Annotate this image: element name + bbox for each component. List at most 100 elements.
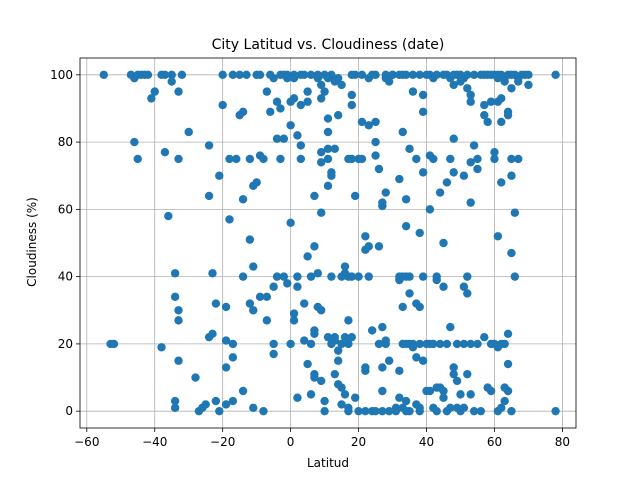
data-point (361, 232, 370, 241)
data-point (503, 386, 513, 396)
data-point (435, 339, 445, 349)
data-point (323, 114, 333, 123)
data-point (480, 332, 489, 342)
data-point (333, 346, 343, 355)
data-point (109, 339, 119, 349)
data-point (317, 158, 326, 167)
data-point (524, 70, 533, 80)
data-point (340, 262, 350, 271)
data-point (497, 94, 506, 103)
data-point (384, 406, 394, 416)
data-point (211, 396, 221, 406)
x-axis-label: Latitud (307, 456, 349, 470)
data-point (364, 272, 373, 281)
data-point (99, 70, 108, 80)
data-point (313, 70, 323, 80)
data-point (235, 70, 244, 80)
data-point (503, 359, 513, 369)
x-tick-label: −60 (74, 435, 99, 449)
data-point (446, 322, 455, 332)
data-point (323, 181, 333, 191)
data-point (327, 272, 336, 281)
data-point (408, 70, 418, 80)
data-point (333, 356, 343, 365)
data-point (317, 94, 326, 103)
data-point (378, 322, 387, 332)
data-point (215, 171, 224, 180)
data-point (466, 90, 475, 100)
data-point (167, 70, 176, 80)
data-point (303, 97, 312, 106)
y-tick-label: 60 (58, 202, 73, 216)
data-point (262, 316, 272, 325)
data-point (289, 73, 299, 83)
data-points (99, 70, 560, 416)
data-point (303, 359, 312, 369)
data-point (174, 154, 183, 164)
data-point (405, 272, 414, 281)
data-point (357, 154, 367, 164)
data-point (415, 70, 424, 80)
data-point (395, 393, 404, 402)
data-point (449, 80, 458, 90)
data-point (323, 127, 333, 137)
x-tick-label: 20 (351, 435, 366, 449)
data-point (473, 164, 482, 174)
data-point (391, 406, 401, 416)
data-point (425, 386, 435, 396)
data-point (432, 406, 441, 416)
data-point (483, 117, 492, 127)
data-point (228, 70, 238, 80)
data-point (435, 188, 445, 197)
data-point (449, 369, 458, 379)
data-point (388, 70, 397, 80)
data-point (364, 121, 373, 130)
data-point (208, 269, 217, 278)
data-point (395, 174, 404, 184)
data-point (466, 97, 475, 106)
data-point (170, 396, 180, 406)
data-point (289, 94, 299, 103)
data-point (160, 70, 170, 80)
data-point (449, 168, 458, 177)
data-point (276, 154, 285, 164)
data-point (255, 292, 265, 302)
data-point (463, 84, 472, 93)
data-point (330, 332, 339, 342)
data-point (283, 73, 292, 83)
data-point (374, 339, 384, 349)
data-point (398, 127, 407, 137)
data-point (306, 272, 316, 281)
data-point (350, 191, 360, 201)
data-point (466, 390, 475, 399)
data-point (286, 121, 295, 130)
data-point (269, 339, 278, 349)
data-point (174, 306, 183, 315)
data-point (293, 131, 302, 140)
data-point (449, 134, 458, 143)
x-tick-label: 80 (555, 435, 570, 449)
data-point (323, 154, 333, 164)
data-point (473, 154, 482, 164)
data-point (408, 343, 418, 352)
data-point (459, 282, 469, 291)
data-point (337, 400, 346, 409)
data-point (408, 87, 418, 96)
data-point (242, 70, 251, 80)
data-point (164, 211, 173, 221)
data-point (439, 282, 448, 291)
data-point (276, 104, 285, 113)
data-point (418, 272, 428, 281)
data-point (415, 339, 424, 349)
data-point (249, 262, 258, 271)
data-point (371, 70, 380, 80)
data-point (551, 406, 560, 416)
data-point (367, 326, 377, 335)
data-point (378, 406, 387, 416)
data-point (425, 205, 435, 214)
data-point (317, 306, 326, 315)
data-point (490, 147, 499, 157)
data-point (347, 154, 356, 164)
data-point (469, 70, 479, 80)
